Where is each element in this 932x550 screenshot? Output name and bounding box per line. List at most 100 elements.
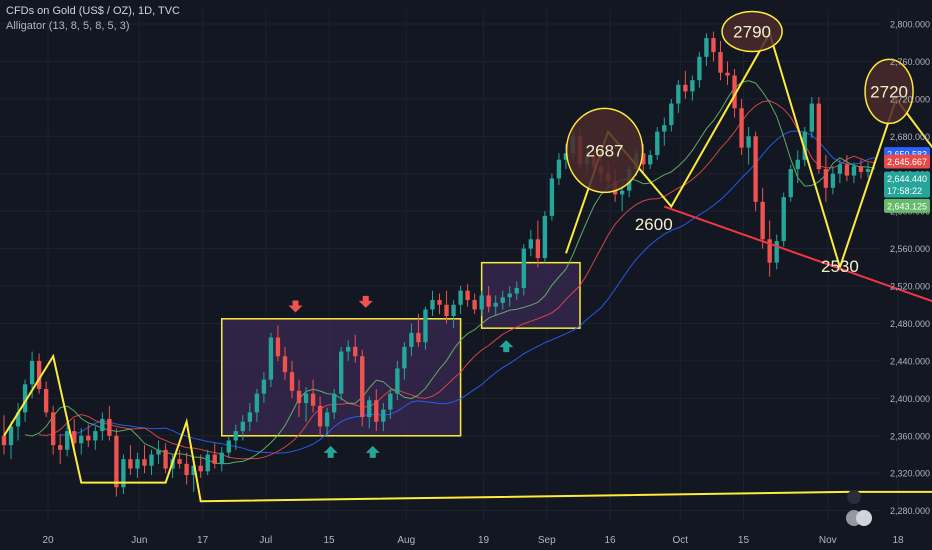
label-2720-ellipse — [864, 58, 914, 125]
candle-body — [107, 418, 112, 436]
candle-body — [437, 300, 442, 305]
label-2790: 2790 — [721, 10, 783, 53]
symbol-title[interactable]: CFDs on Gold (US$ / OZ), 1D, TVC — [6, 5, 181, 17]
label-2687-ellipse — [565, 107, 644, 194]
candle-body — [753, 136, 758, 202]
x-tick-label: 18 — [892, 535, 904, 546]
candle-body — [198, 465, 203, 472]
candle-body — [149, 454, 154, 466]
x-tick-label: 15 — [738, 535, 750, 546]
candle-body — [458, 290, 463, 305]
candle-body — [837, 164, 843, 174]
candle-body — [690, 80, 695, 92]
candle-body — [500, 297, 505, 303]
candle-body — [423, 309, 428, 343]
y-tick-label: 2,280.000 — [890, 506, 930, 516]
candle-body — [451, 304, 456, 316]
candle-body — [774, 241, 779, 263]
candle-body — [254, 393, 260, 413]
candle-body — [367, 400, 372, 418]
candle-body — [493, 302, 498, 307]
candle-body — [641, 153, 646, 165]
candle-body — [697, 56, 702, 81]
candle-body — [704, 38, 709, 57]
x-tick-label: Aug — [397, 535, 415, 546]
candle-body — [50, 412, 56, 446]
candle-body — [114, 435, 119, 488]
price-label-last: 2,644.440 — [887, 174, 927, 184]
price-label-lips: 2,643.125 — [887, 201, 927, 211]
candle-body — [683, 84, 688, 92]
red-arrow-1 — [288, 300, 303, 313]
candle-body — [844, 164, 850, 176]
y-tick-label: 2,400.000 — [890, 394, 930, 404]
candle-body — [36, 360, 42, 389]
candle-body — [444, 304, 449, 316]
candle-body — [655, 131, 660, 156]
x-axis: 20Jun17Jul15Aug19Sep16Oct15Nov18Dec — [42, 535, 904, 546]
candle-body — [79, 435, 84, 444]
candle-body — [65, 431, 70, 450]
candle-body — [823, 169, 829, 188]
chart-header: CFDs on Gold (US$ / OZ), 1D, TVC Alligat… — [6, 4, 180, 34]
candle-body — [29, 360, 35, 385]
x-tick-label: 17 — [197, 535, 209, 546]
candle-body — [346, 346, 351, 352]
price-label-countdown: 17:58:22 — [887, 186, 922, 196]
y-tick-label: 2,760.000 — [890, 57, 930, 67]
candle-body — [191, 465, 196, 476]
candle-body — [156, 449, 161, 455]
red-arrow-2 — [358, 295, 373, 308]
candle-body — [746, 136, 751, 148]
label-2790-text: 2790 — [733, 23, 771, 42]
label-2790-ellipse — [721, 10, 783, 53]
candle-body — [395, 368, 400, 394]
y-tick-label: 2,560.000 — [890, 244, 930, 254]
y-tick-label: 2,320.000 — [890, 469, 930, 479]
candle-body — [331, 393, 337, 413]
label-2720-text: 2720 — [870, 82, 908, 101]
x-tick-label: 20 — [42, 535, 54, 546]
candle-body — [360, 356, 365, 418]
candle-body — [851, 166, 857, 176]
candle-body — [184, 463, 189, 476]
candle-body — [282, 356, 288, 373]
candle-body — [767, 239, 772, 263]
y-tick-label: 2,440.000 — [890, 356, 930, 366]
candle-body — [865, 169, 871, 172]
candle-body — [549, 178, 555, 216]
alligator-jaw-line — [60, 130, 876, 454]
candle-body — [22, 384, 28, 413]
candle-body — [648, 155, 653, 165]
candle-body — [809, 103, 814, 132]
candle-body — [100, 418, 105, 432]
y-tick-label: 2,480.000 — [890, 319, 930, 329]
candle-body — [732, 75, 737, 109]
candle-body — [381, 409, 386, 422]
candle-body — [781, 197, 786, 242]
candle-body — [338, 351, 344, 394]
x-tick-label: Sep — [538, 535, 556, 546]
candle-body — [669, 103, 674, 126]
candle-body — [507, 293, 512, 298]
label-2600: 2600 — [635, 215, 673, 234]
x-tick-label: Jun — [131, 535, 147, 546]
x-tick-label: Oct — [672, 535, 688, 546]
label-2530: 2530 — [821, 257, 859, 276]
price-label-teeth: 2,645.667 — [887, 157, 927, 167]
candle-body — [486, 295, 491, 307]
candle-body — [72, 431, 77, 444]
candle-body — [296, 390, 302, 404]
price-labels: 2,650.5832,645.6672,644.44017:58:222,643… — [846, 147, 930, 526]
indicator-title[interactable]: Alligator (13, 8, 5, 8, 5, 3) — [6, 20, 130, 32]
candle-body — [556, 159, 562, 179]
candle-body — [563, 153, 569, 160]
label-2687: 2687 — [565, 107, 644, 194]
candle-body — [542, 215, 548, 258]
candle-body — [93, 431, 98, 441]
candle-body — [58, 445, 63, 450]
candle-body — [163, 449, 168, 469]
candle-body — [177, 459, 182, 464]
